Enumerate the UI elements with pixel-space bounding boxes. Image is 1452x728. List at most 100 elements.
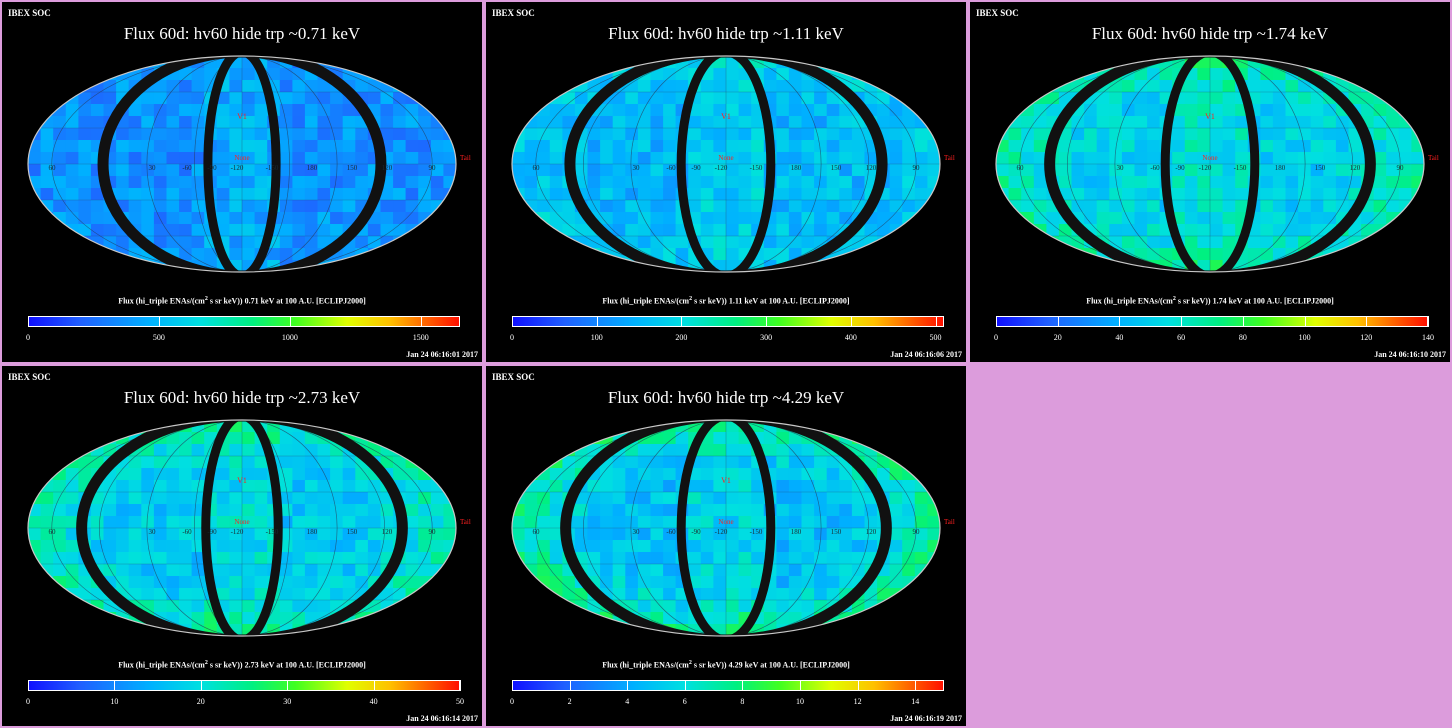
colorbar-tick-mark bbox=[200, 680, 202, 691]
colorbar-tick-mark bbox=[28, 316, 29, 327]
longitude-label: 90 bbox=[429, 164, 437, 172]
longitude-label: 90 bbox=[429, 528, 437, 536]
longitude-label: -150 bbox=[750, 164, 763, 172]
longitude-label: 150 bbox=[1315, 164, 1326, 172]
colorbar-tick-label: 20 bbox=[196, 697, 205, 706]
colorbar-tick-label: 500 bbox=[929, 333, 942, 342]
longitude-label: 30 bbox=[149, 528, 157, 536]
longitude-label: 180 bbox=[791, 164, 802, 172]
colorbar-tick-mark bbox=[627, 680, 629, 691]
colorbar-tick-mark bbox=[766, 316, 768, 327]
flux-sky-map: V1 None Tail 60 30 -60 -90 -120 -150 180 150 120 90 bbox=[995, 55, 1439, 273]
timestamp: Jan 24 06:16:19 2017 bbox=[890, 714, 962, 723]
colorbar-tick-label: 300 bbox=[760, 333, 773, 342]
longitude-label: 150 bbox=[347, 528, 358, 536]
colorbar bbox=[512, 680, 944, 691]
colorbar-tick-label: 0 bbox=[26, 697, 30, 706]
longitude-label: 180 bbox=[791, 528, 802, 536]
panel-header: IBEX SOC bbox=[492, 372, 535, 382]
sky-map-panel: IBEX SOC Flux 60d: hv60 hide trp ~4.29 ke… bbox=[486, 366, 966, 726]
colorbar-tick-label: 40 bbox=[369, 697, 378, 706]
longitude-label: 120 bbox=[382, 528, 393, 536]
longitude-label: 60 bbox=[49, 164, 57, 172]
longitude-label: 150 bbox=[347, 164, 358, 172]
longitude-label: -90 bbox=[691, 164, 701, 172]
panel-title: Flux 60d: hv60 hide trp ~0.71 keV bbox=[123, 24, 361, 43]
longitude-label: -120 bbox=[1199, 164, 1212, 172]
none-marker: None bbox=[234, 154, 249, 162]
longitude-label: 120 bbox=[866, 164, 877, 172]
colorbar-tick-label: 10 bbox=[796, 697, 804, 706]
colorbar-tick-label: 4 bbox=[625, 697, 630, 706]
colorbar-tick-label: 0 bbox=[510, 333, 514, 342]
colorbar-tick-label: 100 bbox=[590, 333, 603, 342]
colorbar-tick-mark bbox=[915, 680, 917, 691]
flux-sky-map: V1 None Tail 60 30 -60 -90 -120 -150 180 150 120 90 bbox=[27, 419, 471, 637]
longitude-label: 150 bbox=[831, 528, 842, 536]
longitude-label: 120 bbox=[1350, 164, 1361, 172]
colorbar-caption: Flux (hi_triple ENAs/(cm2 s sr keV)) 2.7… bbox=[118, 660, 366, 670]
colorbar-tick-mark bbox=[512, 680, 513, 691]
colorbar-tick-label: 2 bbox=[567, 697, 572, 706]
tail-marker: Tail bbox=[460, 518, 471, 526]
colorbar bbox=[996, 316, 1428, 327]
colorbar-tick-label: 0 bbox=[994, 333, 998, 342]
none-marker: None bbox=[1202, 154, 1217, 162]
longitude-label: -90 bbox=[207, 164, 217, 172]
colorbar-caption: Flux (hi_triple ENAs/(cm2 s sr keV)) 1.7… bbox=[1086, 296, 1334, 306]
colorbar-tick-mark bbox=[1366, 316, 1368, 327]
colorbar-tick-mark bbox=[596, 316, 598, 327]
colorbar-tick-mark bbox=[1119, 316, 1121, 327]
colorbar-tick-mark bbox=[420, 316, 422, 327]
longitude-label: 30 bbox=[149, 164, 157, 172]
colorbar-tick-label: 40 bbox=[1115, 333, 1124, 342]
longitude-label: -120 bbox=[231, 528, 244, 536]
panel-header: IBEX SOC bbox=[492, 8, 535, 18]
longitude-label: 60 bbox=[1017, 164, 1025, 172]
colorbar-tick-label: 20 bbox=[1053, 333, 1062, 342]
longitude-label: 90 bbox=[1397, 164, 1405, 172]
longitude-label: 60 bbox=[49, 528, 57, 536]
none-marker: None bbox=[718, 518, 733, 526]
longitude-label: -90 bbox=[207, 528, 217, 536]
longitude-label: -150 bbox=[750, 528, 763, 536]
colorbar-tick-label: 14 bbox=[911, 697, 920, 706]
colorbar-tick-label: 400 bbox=[844, 333, 857, 342]
colorbar-tick-mark bbox=[569, 680, 571, 691]
colorbar-tick-mark bbox=[684, 680, 686, 691]
longitude-label: 150 bbox=[831, 164, 842, 172]
colorbar bbox=[28, 316, 460, 327]
v1-marker: V1 bbox=[237, 112, 247, 121]
panel-title: Flux 60d: hv60 hide trp ~4.29 keV bbox=[607, 388, 845, 407]
tail-marker: Tail bbox=[944, 518, 955, 526]
longitude-label: -60 bbox=[666, 164, 676, 172]
colorbar-tick-mark bbox=[1428, 316, 1429, 327]
colorbar-tick-mark bbox=[373, 680, 375, 691]
colorbar-tick-label: 0 bbox=[26, 333, 30, 342]
colorbar-caption: Flux (hi_triple ENAs/(cm2 s sr keV)) 1.1… bbox=[602, 296, 850, 306]
longitude-label: 30 bbox=[1117, 164, 1125, 172]
colorbar-tick-label: 1500 bbox=[412, 333, 429, 342]
longitude-label: -120 bbox=[715, 164, 728, 172]
colorbar-tick-label: 6 bbox=[682, 697, 687, 706]
colorbar-caption: Flux (hi_triple ENAs/(cm2 s sr keV)) 4.2… bbox=[602, 660, 850, 670]
flux-sky-map: V1 None Tail 60 30 -60 -90 -120 -150 180 150 120 90 bbox=[511, 55, 955, 273]
longitude-label: 30 bbox=[633, 164, 641, 172]
longitude-label: -60 bbox=[666, 528, 676, 536]
colorbar-tick-label: 50 bbox=[456, 697, 464, 706]
colorbar-tick-mark bbox=[742, 680, 744, 691]
colorbar-tick-mark bbox=[935, 316, 937, 327]
timestamp: Jan 24 06:16:06 2017 bbox=[890, 350, 962, 359]
colorbar-tick-mark bbox=[800, 680, 801, 691]
colorbar-tick-label: 60 bbox=[1177, 333, 1186, 342]
sky-map-panel: IBEX SOC Flux 60d: hv60 hide trp ~1.74 ke… bbox=[970, 2, 1450, 362]
longitude-label: 30 bbox=[633, 528, 641, 536]
colorbar-tick-mark bbox=[28, 680, 29, 691]
colorbar-tick-mark bbox=[289, 316, 291, 327]
longitude-label: -60 bbox=[182, 164, 192, 172]
colorbar-tick-mark bbox=[114, 680, 116, 691]
panel-title: Flux 60d: hv60 hide trp ~1.74 keV bbox=[1091, 24, 1329, 43]
tail-marker: Tail bbox=[944, 154, 955, 162]
colorbar-tick-mark bbox=[460, 680, 461, 691]
colorbar bbox=[28, 680, 460, 691]
